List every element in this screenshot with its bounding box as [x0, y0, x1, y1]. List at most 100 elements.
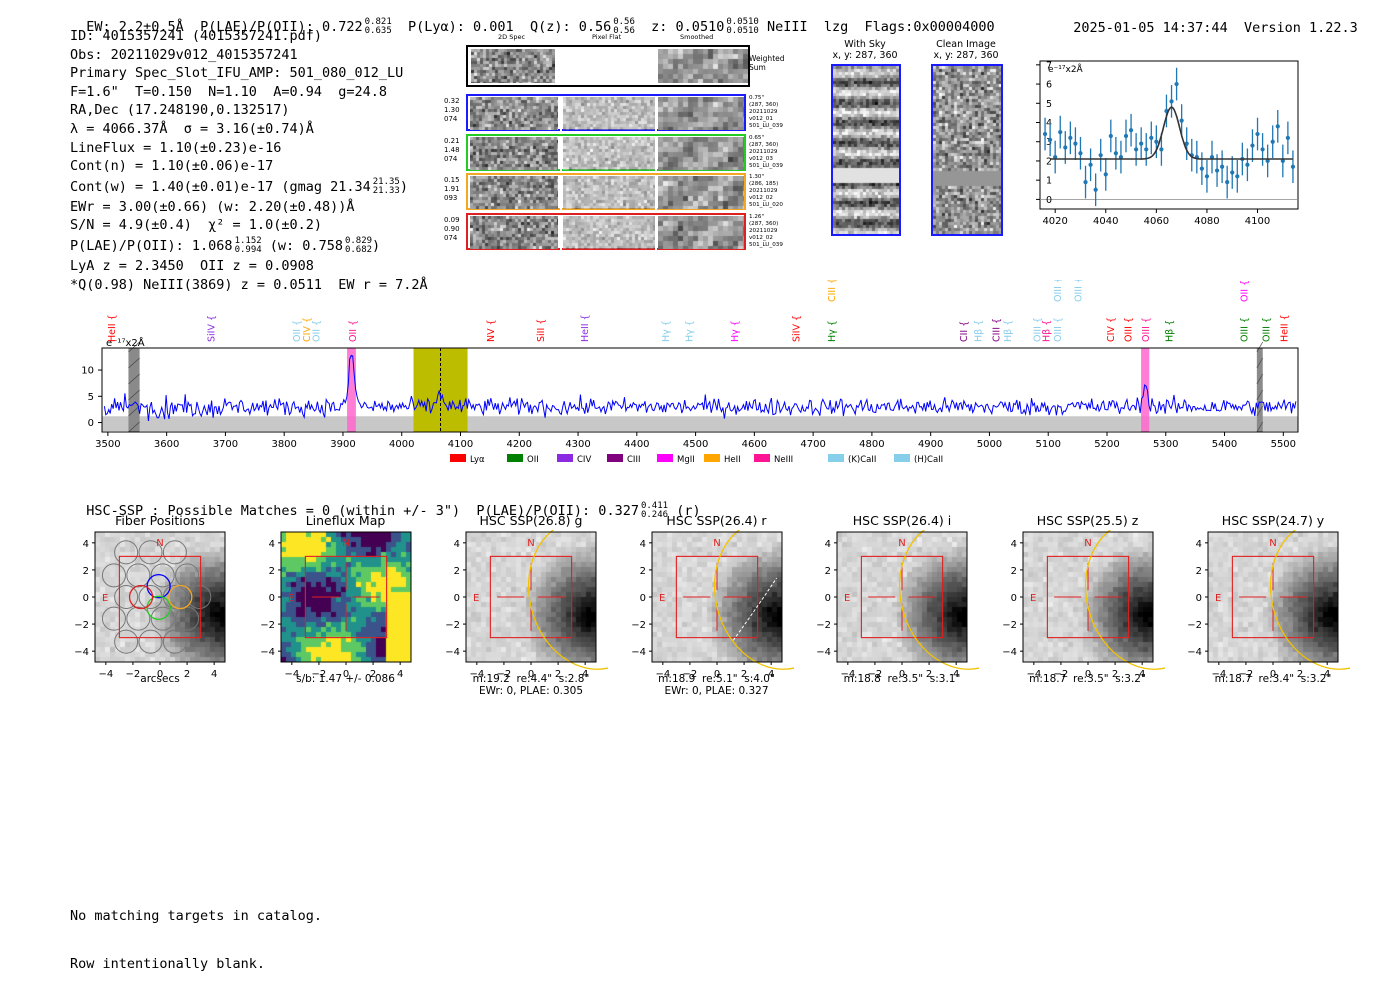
zoom-fit-plot: 4020 4040 4060 4080 4100 0 1 2 3 4 5 6 7e⁻¹⁷x2Å: [1036, 60, 1299, 227]
panel-xtick-label: 2: [555, 669, 561, 680]
spectrum-line-label: CIII {: [991, 318, 1002, 342]
zoom-data-point: [1270, 139, 1275, 144]
panel-ytick-label: 0: [1196, 593, 1202, 604]
spectrum-mask-hatch: [128, 421, 140, 433]
cutout-stat: 093: [444, 194, 458, 202]
spectrum-line-label-text: Hβ {: [974, 320, 985, 342]
zoom-data-point: [1290, 164, 1296, 169]
weighted-sum-label: Weighted Sum: [749, 54, 785, 72]
spectrum-line-label-text: CIII {: [991, 318, 1002, 342]
panel-north-label: N: [898, 538, 905, 549]
panel-galaxy-ellipse: [1084, 530, 1165, 670]
panel-caption-2: EWr: 0, PLAE: 0.327: [664, 685, 769, 697]
legend-label: (H)CaII: [914, 455, 943, 465]
clean-image-coords: x, y: 287, 360: [933, 50, 999, 61]
zoom-ytick-label: 2: [1046, 156, 1052, 167]
panel-ytick-label: 0: [268, 593, 274, 604]
panel-ytick-label: 4: [639, 539, 645, 550]
legend-swatch: [607, 454, 623, 462]
fiber-circle: [162, 629, 187, 654]
spectrum-line-label-text: Hγ {: [661, 320, 672, 342]
zoom-data-point: [1103, 172, 1108, 177]
spectrum-line-label-text: OII {: [348, 320, 359, 342]
spectrum-ytick-label: 0: [88, 418, 94, 429]
panel-xtick-label: −2: [868, 669, 883, 680]
spectrum-xtick-label: 5500: [1271, 439, 1296, 450]
with-sky-coords: x, y: 287, 360: [832, 50, 898, 61]
panel-title: Fiber Positions: [115, 513, 205, 528]
cutout-meta: 20211029: [749, 188, 778, 194]
panel-dashed-arc: [732, 577, 777, 641]
cutout-left-stats: 0.15 1.91 093: [444, 176, 466, 203]
zoom-data-point: [1093, 187, 1098, 192]
zoom-data-point: [1204, 174, 1210, 179]
info-q: *Q(0.98) NeIII(3869) z = 0.0511 EW r = 7…: [70, 276, 428, 293]
spectrum-line-label: OII {: [311, 320, 322, 342]
cutout-pixflat-image: [563, 97, 655, 130]
zoom-xtick-label: 4020: [1042, 216, 1067, 227]
spectrum-line-label: CIV {: [302, 317, 313, 342]
panel-figure: N E 4 2 0 −2 −4 −4 −2 0 2 4: [74, 531, 226, 680]
panel-xtick-label: −2: [1053, 669, 1068, 680]
spectrum-line-label: OIII {: [1141, 317, 1152, 342]
spectrum-xtick-label: 4100: [448, 439, 473, 450]
panel-image: [466, 532, 596, 662]
panel-ytick-label: 0: [83, 593, 89, 604]
info-radec: RA,Dec (17.248190,0.132517): [70, 102, 290, 119]
panel-target-box: [304, 555, 387, 639]
panel-ytick-label: 0: [639, 593, 645, 604]
spectrum-mask-hatch: [128, 405, 140, 417]
panel-xtick-label: 4: [767, 669, 773, 680]
panel-east-label: E: [473, 593, 479, 604]
zoom-ytick-label: 1: [1046, 176, 1052, 187]
cutout-stat: 074: [444, 154, 458, 163]
info-plae-close: ): [372, 237, 381, 254]
legend-swatch: [704, 454, 720, 462]
panel-target-box: [118, 555, 202, 639]
panel-ytick-label: 4: [1196, 539, 1202, 550]
spectrum-xtick-label: 3700: [213, 439, 238, 450]
spectrum-line-label: Hγ {: [730, 320, 741, 342]
panel-ytick-label: −4: [445, 647, 460, 658]
cutout-meta: 501_LU_039: [749, 241, 783, 248]
panel-ytick-label: −4: [260, 647, 275, 658]
panel-figure: N E 4 2 0 −2 −4 −4 −2 0 2 4: [445, 530, 608, 680]
fiber-circle: [114, 584, 139, 610]
cutout-meta: v012_03: [749, 155, 773, 162]
zoom-ytick-label: 6: [1046, 80, 1052, 91]
panel-north-label: N: [527, 538, 534, 549]
spectrum-masked-band: [1256, 348, 1263, 432]
legend-swatch: [557, 454, 573, 462]
spectrum-xtick-label: 5000: [977, 439, 1002, 450]
zoom-xtick-label: 4080: [1194, 216, 1219, 227]
panel-image: [1208, 532, 1338, 662]
spectrum-line: [103, 354, 1297, 422]
zoom-data-point: [1144, 147, 1149, 152]
panel-xtick-label: −2: [1239, 669, 1254, 680]
panel-xtick-label: 2: [926, 669, 932, 680]
spectrum-xtick-label: 3600: [154, 439, 179, 450]
spectrum-line-label-text: SiIV {: [207, 315, 218, 342]
panel-xtick-label: 0: [528, 669, 534, 680]
panel-xtick-label: −4: [1026, 669, 1041, 680]
zoom-data-point: [1265, 158, 1270, 164]
hsc-title: HSC-SSP : Possible Matches = 0 (within +…: [70, 486, 700, 520]
spectrum-line-label: OIII {: [1074, 280, 1085, 302]
zoom-data-point: [1220, 164, 1225, 169]
spectrum-xtick-label: 5200: [1094, 439, 1119, 450]
panel-title: HSC SSP(26.8) g: [479, 513, 583, 528]
fiber-circle: [150, 563, 175, 588]
zoom-xtick-label: 4060: [1144, 216, 1169, 227]
panel-xtick-label: 2: [1111, 669, 1117, 680]
spectrum-line-label: HeII {: [107, 314, 118, 342]
panel-xtick-label: 0: [1084, 669, 1090, 680]
legend-label: (K)CaII: [848, 455, 876, 465]
cutout-2dspec-image: [470, 176, 558, 209]
spectrum-mask-hatch: [1256, 341, 1264, 353]
zoom-data-point: [1048, 137, 1053, 142]
zoom-ytick-label: 0: [1046, 195, 1052, 206]
header-right: 2025-01-05 14:37:44 Version 1.22.3: [1057, 4, 1358, 36]
cutout-right-meta: 0.75" (287, 360) 20211029 v012_01 501_LU_039: [749, 95, 789, 130]
zoom-data-point: [1179, 118, 1184, 123]
spectrum-line-label-text: NV {: [486, 319, 497, 342]
